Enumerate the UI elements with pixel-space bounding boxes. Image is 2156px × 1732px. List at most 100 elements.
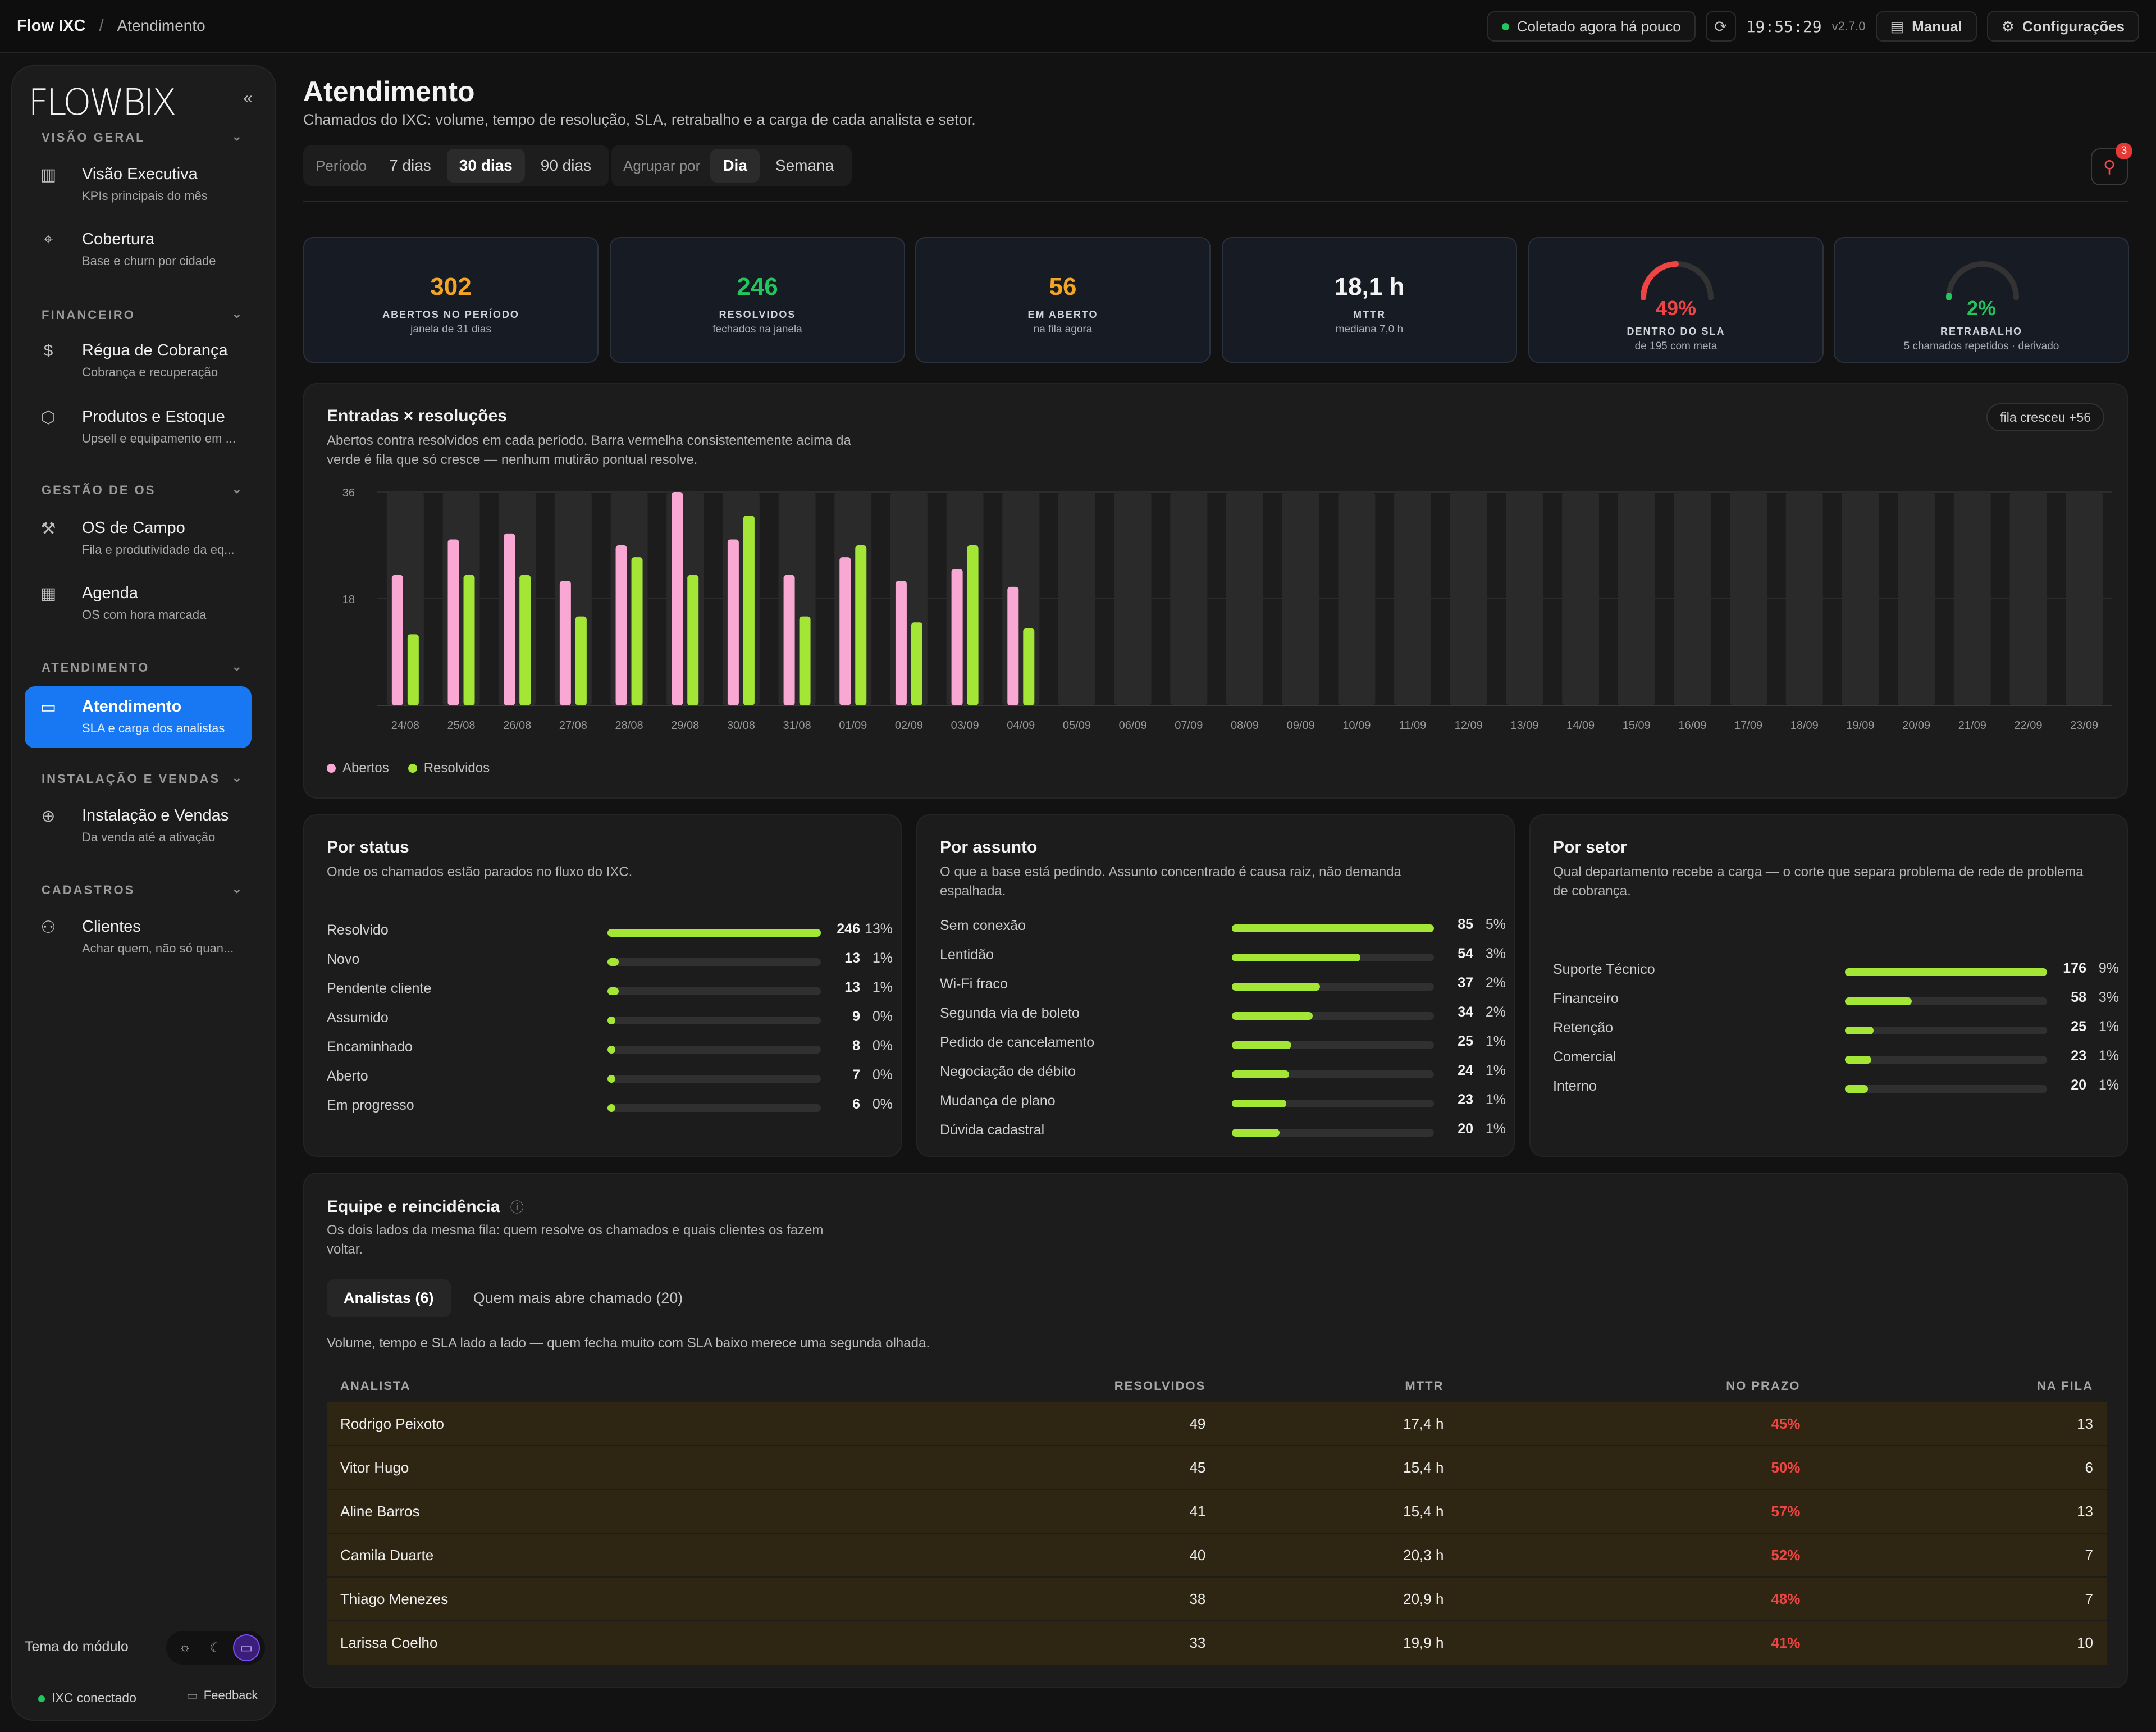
legend-item-open[interactable]: Abertos	[327, 760, 389, 776]
status-row[interactable]: Pendente cliente 13 1%	[327, 978, 893, 1001]
row-percent: 0%	[872, 1096, 893, 1112]
sidebar-item-title: OS de Campo	[82, 519, 185, 537]
section-financeiro[interactable]: FINANCEIRO ⌄	[42, 307, 244, 322]
moon-icon[interactable]: ☾	[209, 1640, 222, 1656]
team-description: Volume, tempo e SLA lado a lado — quem f…	[327, 1336, 930, 1351]
manual-button[interactable]: ▤ Manual	[1875, 11, 1977, 42]
subject-row[interactable]: Pedido de cancelamento 25 1%	[940, 1032, 1506, 1055]
tab-analysts[interactable]: Analistas (6)	[327, 1279, 451, 1317]
table-row[interactable]: Aline Barros 41 15,4 h 57% 13	[327, 1489, 2107, 1533]
monitor-icon[interactable]: ▭	[232, 1634, 260, 1661]
column-header[interactable]: RESOLVIDOS	[1114, 1378, 1206, 1393]
wrench-icon: ⚒	[40, 519, 56, 538]
sidebar-item-subtitle: Fila e produtividade da eq...	[82, 543, 235, 557]
status-row[interactable]: Novo 13 1%	[327, 949, 893, 972]
subject-row[interactable]: Lentidão 54 3%	[940, 945, 1506, 967]
subject-row[interactable]: Dúvida cadastral 20 1%	[940, 1120, 1506, 1142]
section-atendimento[interactable]: ATENDIMENTO ⌄	[42, 659, 244, 675]
column-header[interactable]: NO PRAZO	[1726, 1378, 1801, 1393]
sidebar-item-clientes[interactable]: ⚇ Clientes Achar quem, não só quan...	[25, 906, 252, 968]
column-header[interactable]: ANALISTA	[340, 1378, 411, 1393]
x-tick-label: 17/09	[1734, 719, 1762, 732]
subject-row[interactable]: Wi-Fi fraco 37 2%	[940, 974, 1506, 996]
mttr-value: 20,3 h	[1219, 1533, 1458, 1577]
section-instalacao-e-vendas[interactable]: INSTALAÇÃO E VENDAS ⌄	[42, 771, 244, 786]
sidebar-item-cobertura[interactable]: ⌖ Cobertura Base e churn por cidade	[25, 219, 252, 281]
row-label: Novo	[327, 951, 360, 967]
row-bar-track	[1232, 954, 1434, 961]
sidebar-item-atendimento[interactable]: ▭ Atendimento SLA e carga dos analistas	[25, 686, 252, 748]
legend-swatch-open	[327, 764, 336, 773]
tab-top-openers[interactable]: Quem mais abre chamado (20)	[473, 1289, 683, 1306]
queue-count: 13	[1814, 1489, 2107, 1533]
status-row[interactable]: Em progresso 6 0%	[327, 1095, 893, 1118]
info-icon[interactable]: ⓘ	[510, 1200, 524, 1215]
kpi-card-open-now: 56 EM ABERTO na fila agora	[915, 237, 1211, 363]
sidebar-item-visao-executiva[interactable]: ▥ Visão Executiva KPIs principais do mês	[25, 154, 252, 216]
sector-row[interactable]: Comercial 23 1%	[1553, 1047, 2119, 1069]
row-value: 246	[837, 921, 860, 937]
row-bar-track	[607, 929, 821, 937]
group-option-week[interactable]: Semana	[775, 157, 834, 174]
table-row[interactable]: Rodrigo Peixoto 49 17,4 h 45% 13	[327, 1401, 2107, 1446]
settings-button[interactable]: ⚙ Configurações	[1986, 11, 2139, 42]
table-row[interactable]: Larissa Coelho 33 19,9 h 41% 10	[327, 1620, 2107, 1665]
period-option-90[interactable]: 90 dias	[540, 157, 592, 174]
subject-row[interactable]: Sem conexão 85 5%	[940, 915, 1506, 938]
sidebar-item-os-de-campo[interactable]: ⚒ OS de Campo Fila e produtividade da eq..…	[25, 508, 252, 569]
sidebar-item-subtitle: Base e churn por cidade	[82, 254, 216, 268]
sidebar-item-produtos-e-estoque[interactable]: ⬡ Produtos e Estoque Upsell e equipamento …	[25, 396, 252, 458]
flow-bar-chart: 36 18 24/08 25/08 26/08 27/08 28/08 29/08 30/08 3…	[342, 487, 2112, 732]
sector-row[interactable]: Financeiro 58 3%	[1553, 988, 2119, 1011]
subject-row[interactable]: Segunda via de boleto 34 2%	[940, 1003, 1506, 1025]
alerts-button[interactable]: ⚲ 3	[2091, 143, 2132, 185]
column-header[interactable]: MTTR	[1405, 1378, 1444, 1393]
breadcrumb-page: Atendimento	[117, 17, 205, 34]
status-row[interactable]: Resolvido 246 13%	[327, 920, 893, 942]
row-bar-fill	[1232, 1012, 1313, 1020]
period-option-30[interactable]: 30 dias	[446, 149, 525, 183]
section-visao-geral[interactable]: VISÃO GERAL ⌄	[42, 129, 244, 145]
table-row[interactable]: Vitor Hugo 45 15,4 h 50% 6	[327, 1445, 2107, 1489]
on-time-percent: 52%	[1457, 1533, 1814, 1577]
sector-row[interactable]: Suporte Técnico 176 9%	[1553, 959, 2119, 982]
kpi-value: 246	[737, 273, 778, 300]
row-bar-track	[1845, 1056, 2047, 1064]
breadcrumb-app[interactable]: Flow IXC	[17, 16, 86, 35]
section-gestao-de-os[interactable]: GESTÃO DE OS ⌄	[42, 482, 244, 498]
table-row[interactable]: Thiago Menezes 38 20,9 h 48% 7	[327, 1576, 2107, 1621]
group-option-day[interactable]: Dia	[710, 149, 760, 183]
gauge-track	[1946, 261, 2019, 300]
sector-card: Por setor Qual departamento recebe a car…	[1529, 814, 2128, 1157]
page-subtitle: Chamados do IXC: volume, tempo de resolu…	[303, 111, 976, 128]
row-bar-fill	[1845, 968, 2047, 976]
sun-icon[interactable]: ☼	[179, 1640, 191, 1655]
table-row[interactable]: Camila Duarte 40 20,3 h 52% 7	[327, 1533, 2107, 1577]
refresh-icon[interactable]: ⟳	[1705, 11, 1736, 42]
bar-slot-bg	[1898, 492, 1935, 705]
column-header[interactable]: NA FILA	[2037, 1378, 2093, 1393]
section-cadastros[interactable]: CADASTROS ⌄	[42, 882, 244, 897]
period-option-7[interactable]: 7 dias	[389, 157, 431, 174]
sidebar-item-instalacao-e-vendas[interactable]: ⊕ Instalação e Vendas Da venda até a ativa…	[25, 795, 252, 857]
row-label: Aberto	[327, 1068, 368, 1084]
sector-row[interactable]: Interno 20 1%	[1553, 1076, 2119, 1099]
status-row[interactable]: Assumido 9 0%	[327, 1008, 893, 1030]
status-row[interactable]: Aberto 7 0%	[327, 1066, 893, 1088]
bar-opened	[615, 545, 627, 705]
bar-resolved	[799, 616, 811, 705]
subject-row[interactable]: Mudança de plano 23 1%	[940, 1091, 1506, 1113]
subject-row[interactable]: Negociação de débito 24 1%	[940, 1061, 1506, 1084]
sector-row[interactable]: Retenção 25 1%	[1553, 1018, 2119, 1040]
bar-slot-bg	[2066, 492, 2103, 705]
legend-item-resolved[interactable]: Resolvidos	[408, 760, 490, 776]
message-icon: ▭	[40, 698, 57, 717]
status-row[interactable]: Encaminhado 8 0%	[327, 1037, 893, 1059]
mttr-value: 19,9 h	[1219, 1620, 1458, 1665]
feedback-button[interactable]: ▭ Feedback	[186, 1688, 258, 1703]
collapse-sidebar-icon[interactable]: «	[243, 89, 253, 107]
sidebar-item-regua-de-cobranca[interactable]: $ Régua de Cobrança Cobrança e recuperação	[25, 330, 252, 392]
sidebar-item-agenda[interactable]: ▦ Agenda OS com hora marcada	[25, 573, 252, 635]
bar-opened	[504, 533, 515, 705]
bar-opened	[839, 557, 851, 705]
